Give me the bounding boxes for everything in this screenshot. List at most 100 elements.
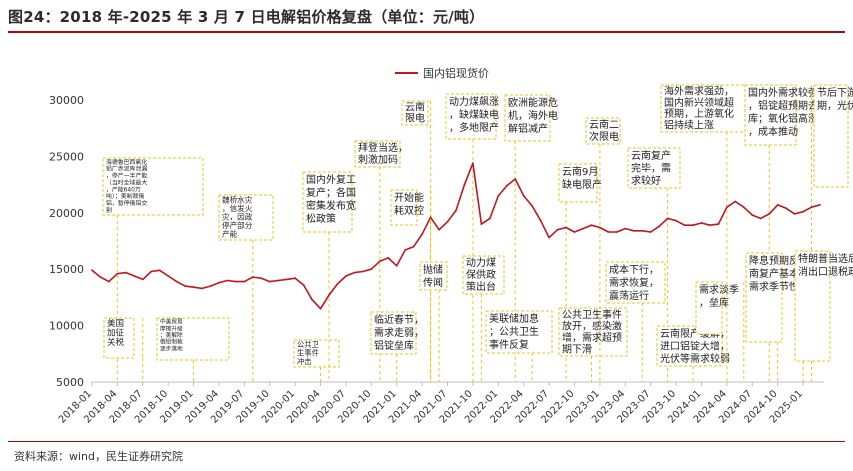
series-point xyxy=(463,183,466,186)
annotation-box xyxy=(695,281,723,335)
series-point xyxy=(184,285,187,287)
series-point xyxy=(260,277,263,280)
series-point xyxy=(243,280,246,283)
series-point xyxy=(378,260,381,263)
series-point xyxy=(277,279,280,282)
y-tick-label: 30000 xyxy=(49,94,84,107)
series-point xyxy=(709,224,711,227)
series-point xyxy=(362,270,364,273)
y-tick-label: 15000 xyxy=(49,263,84,276)
series-point xyxy=(734,200,737,203)
series-point xyxy=(268,280,271,283)
annotation-box xyxy=(744,84,797,146)
axis-layer: 500010000150002000025000300002018-012018… xyxy=(49,94,824,426)
series-point xyxy=(632,229,635,232)
series-point xyxy=(302,284,305,286)
series-point xyxy=(683,224,686,227)
series-point xyxy=(455,209,457,212)
annotation-text: 云南二次限电 xyxy=(589,118,619,143)
annotation-text: 成本下行，需求恢复，震荡运行 xyxy=(609,263,659,302)
annotation-box xyxy=(419,261,448,291)
series-point xyxy=(590,224,593,227)
series-point xyxy=(556,228,559,231)
series-point xyxy=(133,275,136,277)
annotation-text: 需求淡季，垒库 xyxy=(699,284,739,309)
series-point xyxy=(345,275,347,277)
source-note: 资料来源：wind，民生证券研究院 xyxy=(14,450,184,463)
y-tick-label: 10000 xyxy=(49,320,84,333)
series-point xyxy=(285,278,288,281)
series-point xyxy=(522,195,525,197)
annotation-box xyxy=(354,140,401,168)
annotation-box xyxy=(370,311,417,355)
series-point xyxy=(387,257,390,259)
series-point xyxy=(480,223,483,226)
series-point xyxy=(108,280,110,283)
annotation-box xyxy=(390,189,418,226)
annotation-text: 公共卫生事件放开，感染激增，需求超预期下滑 xyxy=(562,308,622,356)
series-point xyxy=(192,286,195,289)
annotation-box xyxy=(445,93,497,140)
annotation-text: 海德鲁巴西氧化铝厂赤泥库泄漏，停产一半产能（当时全球最大，产能640万吨）；美制… xyxy=(106,158,147,214)
series-point xyxy=(226,279,229,282)
series-point xyxy=(141,278,144,281)
y-tick-label: 25000 xyxy=(49,150,84,163)
series-point xyxy=(294,277,297,280)
y-tick-label: 20000 xyxy=(49,207,84,220)
series-point xyxy=(150,270,153,273)
series-point xyxy=(125,271,127,274)
series-point xyxy=(319,307,322,310)
annotation-text: 动力煤飙涨，缺煤缺电，多地限产 xyxy=(449,95,499,134)
annotation-text: 节后下游复产及库存表现符合预期，光伏抢装预期等拉动铝价 xyxy=(817,86,853,112)
series-point xyxy=(759,217,762,220)
series-point xyxy=(99,276,102,278)
annotation-box xyxy=(485,310,553,354)
annotation-box xyxy=(302,171,353,233)
series-point xyxy=(446,220,449,223)
annotation-text: 云南限电 xyxy=(405,100,425,124)
annotation-text: 特朗普当选后政策预期不明，国内取消出口退税政策，氧化铝价格走弱 xyxy=(798,252,853,278)
series-point xyxy=(717,223,720,226)
annotation-box xyxy=(218,194,274,241)
series-point xyxy=(658,225,661,228)
series-point xyxy=(819,204,821,206)
annotation-text: 开始能耗双控 xyxy=(394,191,424,217)
series-point xyxy=(615,231,618,233)
series-point xyxy=(497,195,500,197)
series-point xyxy=(768,213,771,215)
annotation-box xyxy=(794,250,831,362)
series-point xyxy=(565,226,567,229)
series-point xyxy=(91,269,93,272)
series-point xyxy=(751,214,754,217)
series-point xyxy=(328,294,330,296)
series-point xyxy=(726,206,728,209)
series-point xyxy=(472,162,474,165)
annotation-box xyxy=(660,84,747,133)
series-point xyxy=(649,231,652,233)
annotation-box xyxy=(103,317,135,359)
annotation-box xyxy=(605,261,666,304)
annotation-text: 美联储加息；公共卫生事件反复 xyxy=(489,312,539,351)
annotation-box xyxy=(627,147,681,189)
annotation-box xyxy=(558,307,628,357)
annotation-text: 欧洲能源危机，海外电解铝减产 xyxy=(508,96,558,135)
series-point xyxy=(404,249,407,251)
series-point xyxy=(810,206,813,209)
series-point xyxy=(412,245,415,248)
series-point xyxy=(776,204,779,206)
series-point xyxy=(785,207,787,210)
series-point xyxy=(353,271,356,274)
series-point xyxy=(167,275,170,277)
series-point xyxy=(675,219,677,222)
series-point xyxy=(251,276,254,278)
annotation-box xyxy=(462,255,505,295)
series-point xyxy=(599,226,601,229)
legend-label: 国内铝现货价 xyxy=(423,66,489,80)
series-point xyxy=(539,219,542,222)
series-point xyxy=(336,283,339,285)
annotation-text: 抛储传闻 xyxy=(423,263,443,289)
series-layer xyxy=(91,162,821,310)
annotation-text: 国内外需求较强，铝锭超预期去库；氧化铝高涨，成本推动 xyxy=(748,86,818,138)
series-point xyxy=(802,210,804,213)
